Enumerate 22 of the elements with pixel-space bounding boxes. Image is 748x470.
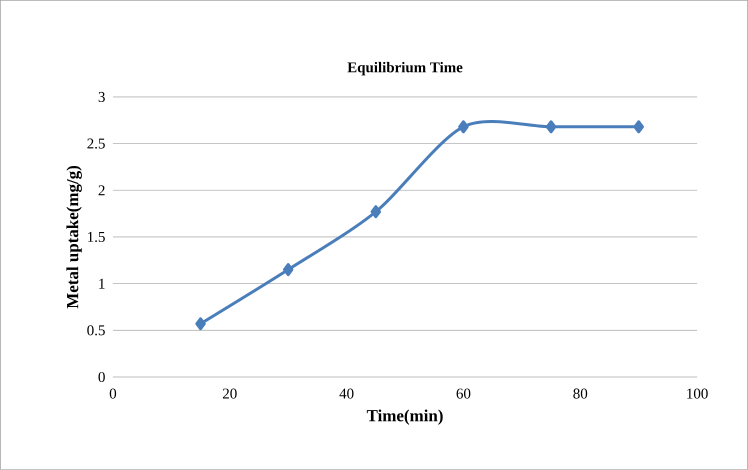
y-tick-label: 2 (98, 185, 105, 196)
y-tick-label: 2.5 (87, 138, 105, 149)
x-tick-label: 60 (456, 388, 470, 399)
chart-title: Equilibrium Time (347, 62, 462, 76)
point (282, 263, 294, 276)
y-tick-label: 1.5 (88, 232, 105, 242)
y-tick-label: 0.5 (87, 325, 105, 336)
x-tick-label: 100 (687, 388, 708, 399)
point (458, 120, 469, 134)
y-axis-title: Metal uptake(mg/g) (66, 166, 82, 308)
x-tick-label: 80 (573, 388, 588, 399)
y-tick-label: 1 (99, 278, 105, 289)
y-tick-label: 3 (98, 92, 105, 102)
point (633, 120, 644, 134)
x-tick-label: 20 (222, 388, 237, 399)
point (370, 205, 382, 218)
point (546, 120, 556, 134)
point (195, 317, 206, 330)
x-tick-label: 0 (110, 388, 116, 399)
x-axis-title: Time(min) (366, 409, 443, 425)
y-tick-label: 0 (98, 372, 105, 382)
x-tick-label: 40 (339, 388, 354, 399)
